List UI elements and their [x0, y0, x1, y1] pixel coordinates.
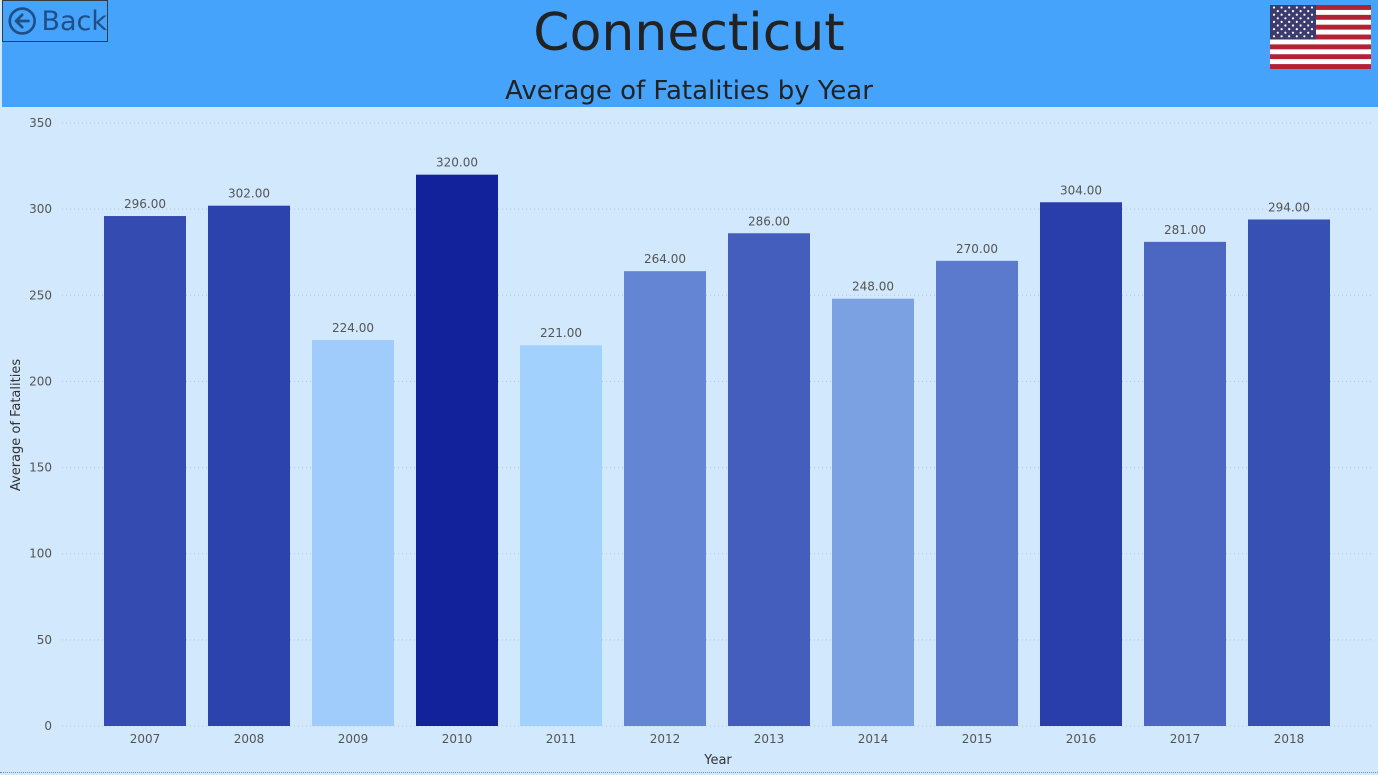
back-button[interactable]: Back	[2, 0, 108, 42]
x-tick-label-2010: 2010	[442, 732, 473, 746]
x-tick-label-2013: 2013	[754, 732, 785, 746]
y-axis-title: Average of Fatalities	[9, 359, 24, 491]
arrow-left-circle-icon	[8, 7, 36, 35]
y-tick-label: 0	[44, 719, 52, 733]
bar-2011[interactable]	[520, 345, 602, 726]
bar-2017[interactable]	[1144, 241, 1226, 726]
y-tick-label: 50	[37, 633, 52, 647]
bar-2014[interactable]	[832, 298, 914, 726]
bar-chart: 0 50 100 150 200 250 300 350 296.00 302.00 224.00…	[9, 116, 1372, 768]
x-tick-label-2012: 2012	[650, 732, 681, 746]
back-button-label: Back	[41, 5, 107, 37]
data-label-2013: 286.00	[748, 214, 790, 228]
us-flag-icon	[1270, 5, 1371, 69]
y-tick-label: 350	[29, 116, 52, 130]
x-tick-label-2009: 2009	[338, 732, 369, 746]
x-tick-label-2014: 2014	[858, 732, 889, 746]
bar-2009[interactable]	[312, 340, 394, 726]
y-tick-label: 100	[29, 547, 52, 561]
chart-title: Average of Fatalities by Year	[505, 76, 873, 106]
y-tick-label: 200	[29, 374, 52, 388]
y-tick-label: 250	[29, 288, 52, 302]
data-label-2008: 302.00	[228, 187, 270, 201]
x-tick-label-2011: 2011	[546, 732, 577, 746]
page-bottom-border	[0, 772, 1378, 773]
x-tick-label-2015: 2015	[962, 732, 993, 746]
y-tick-label: 300	[29, 202, 52, 216]
data-label-2007: 296.00	[124, 197, 166, 211]
x-tick-label-2017: 2017	[1170, 732, 1201, 746]
bar-2007[interactable]	[104, 216, 186, 726]
x-tick-label-2007: 2007	[130, 732, 161, 746]
data-label-2018: 294.00	[1268, 200, 1310, 214]
data-label-2009: 224.00	[332, 321, 374, 335]
page-title: Connecticut	[533, 3, 845, 63]
x-axis-title: Year	[703, 753, 732, 768]
data-label-2015: 270.00	[956, 242, 998, 256]
header-bar	[2, 0, 1378, 107]
bar-2010[interactable]	[416, 174, 498, 726]
data-label-2012: 264.00	[644, 252, 686, 266]
data-label-2010: 320.00	[436, 156, 478, 170]
data-label-2014: 248.00	[852, 280, 894, 294]
bar-2008[interactable]	[208, 205, 290, 726]
bar-2012[interactable]	[624, 271, 706, 726]
data-label-2017: 281.00	[1164, 223, 1206, 237]
x-tick-label-2016: 2016	[1066, 732, 1097, 746]
bar-2016[interactable]	[1040, 202, 1122, 726]
y-tick-label: 150	[29, 461, 52, 475]
x-tick-label-2018: 2018	[1274, 732, 1305, 746]
bar-2015[interactable]	[936, 260, 1018, 726]
bar-2013[interactable]	[728, 233, 810, 726]
x-tick-label-2008: 2008	[234, 732, 265, 746]
bar-2018[interactable]	[1248, 219, 1330, 726]
data-label-2011: 221.00	[540, 326, 582, 340]
data-label-2016: 304.00	[1060, 183, 1102, 197]
